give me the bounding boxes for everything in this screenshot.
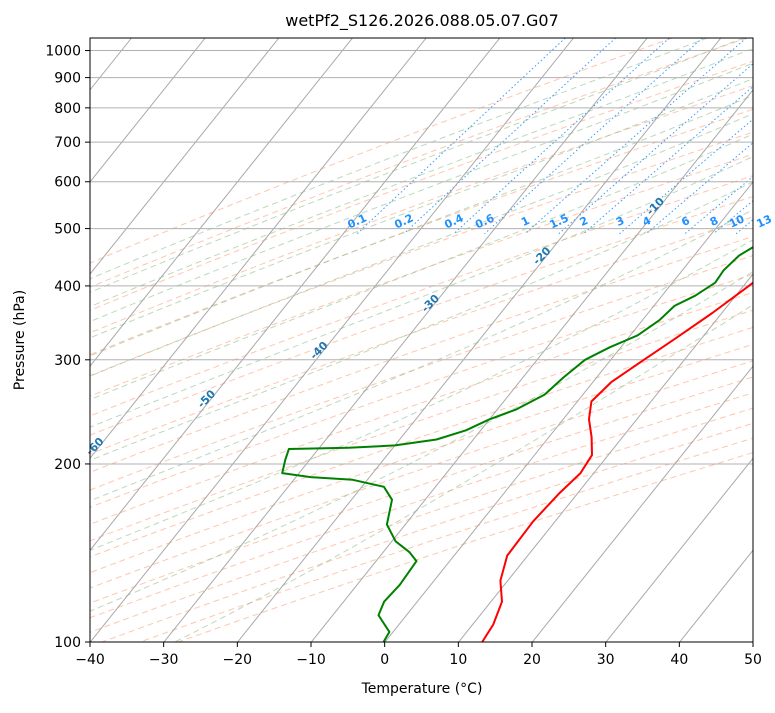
y-tick-label: 400: [54, 279, 81, 295]
x-tick-label: 40: [670, 652, 688, 668]
y-tick-label: 900: [54, 71, 81, 87]
y-tick-label: 100: [54, 635, 81, 651]
y-tick-label: 700: [54, 135, 81, 151]
y-tick-label: 800: [54, 101, 81, 117]
x-tick-label: 10: [449, 652, 467, 668]
x-tick-label: 20: [523, 652, 541, 668]
x-tick-label: 30: [597, 652, 615, 668]
x-tick-label: 50: [744, 652, 762, 668]
x-tick-label: 0: [380, 652, 389, 668]
x-tick-label: −20: [223, 652, 253, 668]
x-tick-label: −30: [149, 652, 179, 668]
y-tick-label: 1000: [45, 44, 81, 60]
x-tick-label: −10: [296, 652, 326, 668]
x-axis-label: Temperature (°C): [361, 681, 483, 697]
y-tick-label: 500: [54, 222, 81, 238]
y-tick-label: 300: [54, 353, 81, 369]
chart-title: wetPf2_S126.2026.088.05.07.G07: [285, 11, 559, 31]
y-tick-label: 200: [54, 457, 81, 473]
x-tick-label: −40: [75, 652, 105, 668]
y-axis-label: Pressure (hPa): [12, 290, 28, 390]
y-tick-label: 600: [54, 175, 81, 191]
